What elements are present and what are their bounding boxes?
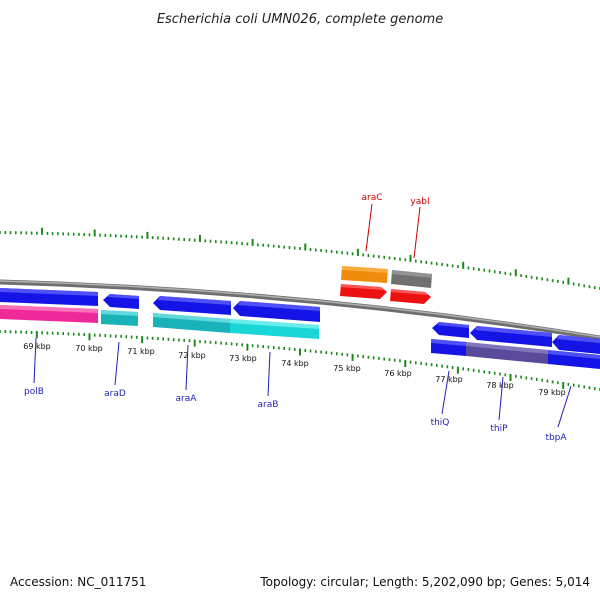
scale-label: 79 kbp xyxy=(538,388,566,397)
map-title: Escherichia coli UMN026, complete genome xyxy=(157,12,443,27)
reverse-features xyxy=(0,288,600,369)
gene-label-araa[interactable]: araA xyxy=(176,394,198,404)
gene-label-arac[interactable]: araC xyxy=(361,193,382,203)
scale-label: 70 kbp xyxy=(75,344,103,353)
outer-tick-ring xyxy=(0,227,600,290)
scale-label: 76 kbp xyxy=(384,369,412,378)
inner-tick-ring xyxy=(0,330,600,391)
scale-label: 69 kbp xyxy=(23,342,51,351)
scale-label: 78 kbp xyxy=(486,381,514,390)
scale-labels: 69 kbp 70 kbp 71 kbp 72 kbp 73 kbp 74 kb… xyxy=(23,342,566,397)
scale-label: 71 kbp xyxy=(127,347,155,356)
scale-label: 74 kbp xyxy=(281,359,309,368)
scale-label: 72 kbp xyxy=(178,351,206,360)
gene-label-arab[interactable]: araB xyxy=(258,400,279,410)
top-gene-labels: araC yabI xyxy=(361,193,430,259)
forward-features xyxy=(340,266,432,304)
genome-backbone xyxy=(0,279,600,341)
scale-label: 73 kbp xyxy=(229,354,257,363)
gene-label-arad[interactable]: araD xyxy=(104,389,126,399)
gene-label-polb[interactable]: polB xyxy=(24,387,44,397)
accession-text: Accession: NC_011751 xyxy=(10,575,146,589)
scale-label: 75 kbp xyxy=(333,364,361,373)
bottom-gene-labels: polB araD araA araB thiQ thiP tbpA xyxy=(24,337,572,443)
scale-label: 77 kbp xyxy=(435,375,463,384)
gene-label-thiq[interactable]: thiQ xyxy=(431,418,450,428)
gene-label-thip[interactable]: thiP xyxy=(490,424,508,434)
gene-label-tbpa[interactable]: tbpA xyxy=(545,433,567,443)
gene-label-yabi[interactable]: yabI xyxy=(410,197,429,207)
topology-text: Topology: circular; Length: 5,202,090 bp… xyxy=(259,575,590,589)
